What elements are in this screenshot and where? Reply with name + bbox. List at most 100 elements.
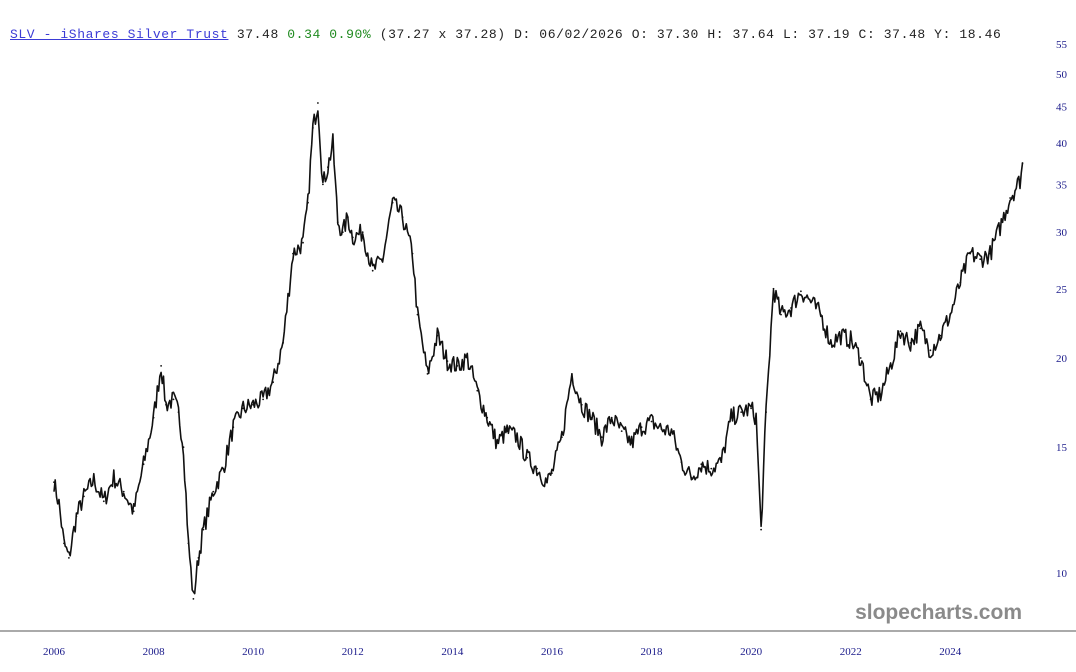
price-point <box>740 411 743 413</box>
price-point <box>516 436 518 438</box>
price-point <box>859 357 862 359</box>
price-point <box>889 365 892 367</box>
price-point <box>142 463 145 466</box>
price-point <box>869 398 872 401</box>
price-point <box>710 467 713 470</box>
price-point <box>700 463 703 466</box>
price-change: 0.34 0.90% <box>287 27 372 42</box>
price-point <box>800 290 802 293</box>
price-point <box>690 476 693 479</box>
y-tick-label: 20 <box>1056 353 1068 365</box>
price-point <box>172 398 175 401</box>
price-point <box>312 127 314 129</box>
price-point <box>580 403 583 406</box>
price-point <box>600 436 603 438</box>
y-tick-label: 25 <box>1056 284 1068 296</box>
price-point <box>122 490 125 493</box>
price-point <box>272 381 274 384</box>
x-tick-label: 2010 <box>242 646 265 658</box>
price-point <box>476 389 479 392</box>
price-point <box>810 300 812 303</box>
price-point <box>919 327 922 330</box>
price-point <box>650 420 653 423</box>
price-point <box>969 252 972 255</box>
symbol-link[interactable]: SLV - iShares Silver Trust <box>10 27 229 42</box>
price-point <box>53 481 55 484</box>
price-point <box>959 281 962 284</box>
price-point <box>332 142 334 144</box>
price-point <box>351 236 354 239</box>
price-point <box>63 542 65 545</box>
price-point <box>590 416 593 419</box>
price-point <box>1009 197 1011 199</box>
price-point <box>68 557 70 559</box>
y-tick-label: 50 <box>1056 69 1068 81</box>
x-tick-label: 2008 <box>143 646 166 658</box>
price-point <box>222 467 225 470</box>
price-point <box>660 428 663 431</box>
price-point <box>202 528 205 531</box>
price-point <box>790 307 792 309</box>
price-point <box>819 313 822 316</box>
price-point <box>346 216 349 219</box>
price-point <box>486 416 489 419</box>
y-tick-label: 10 <box>1056 568 1068 580</box>
x-tick-label: 2014 <box>441 646 464 658</box>
x-tick-label: 2016 <box>541 646 564 658</box>
price-point <box>949 313 952 316</box>
price-point <box>232 426 235 429</box>
price-point <box>416 313 419 316</box>
price-point <box>879 393 882 395</box>
price-point <box>58 502 60 505</box>
price-point <box>620 430 623 432</box>
price-point <box>436 334 439 337</box>
price-point <box>177 411 180 413</box>
quote-header: SLV - iShares Silver Trust 37.48 0.34 0.… <box>10 27 1001 42</box>
price-point <box>939 334 942 337</box>
price-point <box>75 515 78 518</box>
price-point <box>182 446 185 449</box>
price-point <box>187 542 190 545</box>
price-point <box>92 479 95 481</box>
price-point <box>829 342 832 344</box>
price-series-line <box>53 110 1024 595</box>
price-point <box>456 365 459 367</box>
price-point <box>361 231 364 234</box>
price-point <box>292 252 294 255</box>
price-point <box>212 490 215 493</box>
last-price: 37.48 <box>236 27 279 42</box>
price-point <box>322 183 324 186</box>
price-point <box>192 598 195 600</box>
price-point <box>252 403 255 406</box>
price-point <box>165 403 167 406</box>
x-tick-label: 2012 <box>342 646 364 658</box>
x-tick-label: 2006 <box>43 646 66 658</box>
price-point <box>336 221 339 224</box>
y-tick-label: 55 <box>1056 39 1068 51</box>
price-point <box>112 476 115 479</box>
price-point <box>750 407 752 410</box>
price-point <box>760 528 762 531</box>
price-point <box>730 416 733 419</box>
price-point <box>242 407 245 410</box>
price-point <box>755 416 757 419</box>
price-point <box>426 373 429 375</box>
y-tick-label: 35 <box>1056 179 1068 191</box>
price-point <box>839 334 842 337</box>
price-point <box>989 252 991 255</box>
price-point <box>1021 162 1024 164</box>
quote-details: (37.27 x 37.28) D: 06/02/2026 O: 37.30 H… <box>379 27 1002 42</box>
price-point <box>307 201 309 204</box>
price-point <box>979 258 982 261</box>
price-point <box>282 342 284 344</box>
price-point <box>765 411 767 413</box>
y-tick-label: 45 <box>1056 101 1068 113</box>
y-tick-label: 40 <box>1056 138 1068 150</box>
price-point <box>899 330 902 333</box>
price-point <box>401 216 404 219</box>
price-point <box>526 456 528 459</box>
price-point <box>371 269 374 272</box>
price-point <box>302 241 304 244</box>
price-point <box>341 231 344 234</box>
price-point <box>262 398 264 401</box>
